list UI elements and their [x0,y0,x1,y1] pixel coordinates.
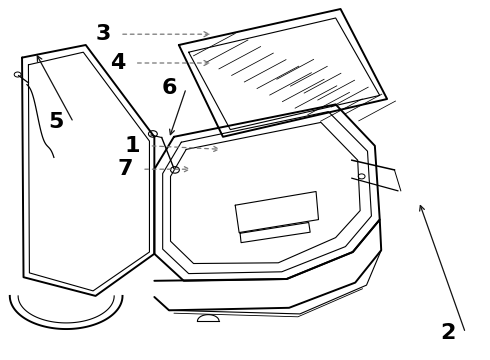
Text: 6: 6 [161,78,177,98]
Text: 4: 4 [110,53,125,73]
Text: 3: 3 [95,24,111,44]
Text: 2: 2 [441,323,456,343]
Text: 5: 5 [49,112,64,132]
Text: 1: 1 [124,136,140,156]
Text: 7: 7 [117,159,133,179]
